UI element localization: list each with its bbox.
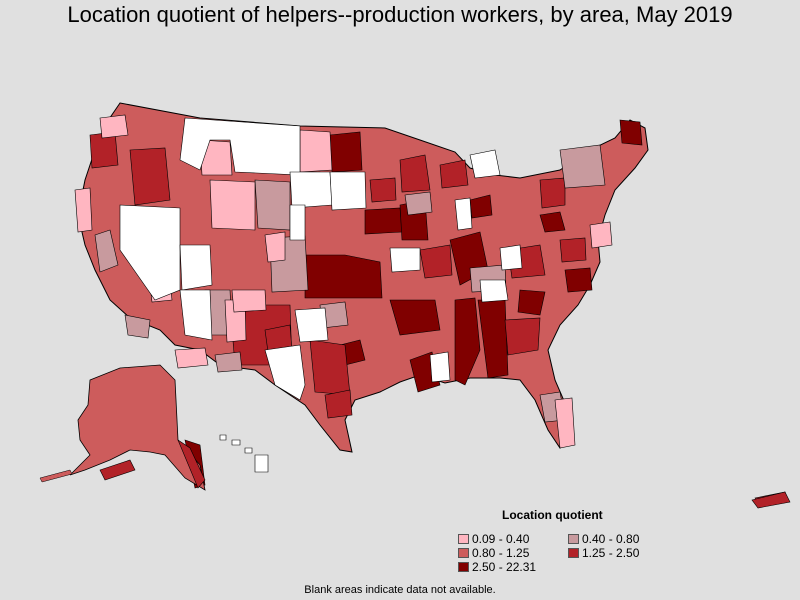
legend-title: Location quotient [502,508,603,522]
alaska-islands [39,469,73,483]
footnote: Blank areas indicate data not available. [304,584,496,596]
legend-swatch [568,534,579,544]
regions-lq-0.09-0.40 [74,114,613,449]
legend-swatch [568,548,579,558]
map-title: Location quotient of helpers--production… [67,2,733,27]
alaska-panhandle [177,439,206,489]
regions-no-data [119,117,523,401]
puerto-rico [751,491,791,509]
legend-swatch [458,548,469,558]
hawaii [219,434,269,473]
alaska [69,364,206,491]
legend-swatch [458,562,469,572]
legend-swatch [458,534,469,544]
